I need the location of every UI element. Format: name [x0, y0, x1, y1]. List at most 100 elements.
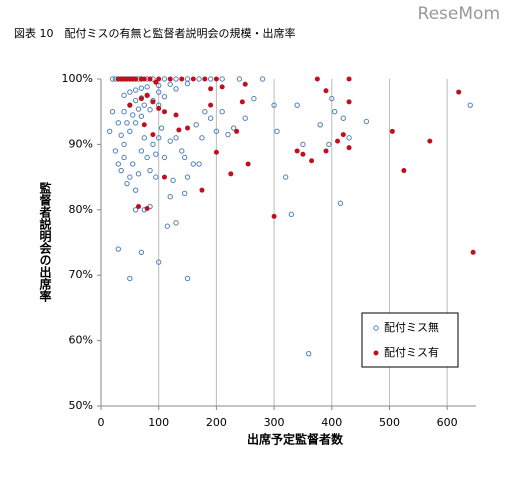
point — [173, 135, 179, 141]
y-axis-label: 監督者説明会の出席率 — [38, 181, 52, 303]
x-tick-label: 0 — [98, 416, 105, 429]
point — [176, 127, 182, 133]
point — [144, 205, 150, 211]
point — [127, 102, 133, 108]
point — [155, 82, 162, 89]
point — [112, 148, 119, 154]
point — [181, 190, 188, 197]
point — [207, 76, 214, 82]
point — [274, 128, 280, 135]
point — [132, 87, 139, 93]
legend-label: 配付ミス無 — [384, 320, 439, 334]
point — [456, 89, 462, 95]
point — [138, 148, 145, 154]
y-tick-label: 60% — [69, 334, 93, 347]
point — [132, 120, 139, 126]
point — [179, 76, 185, 82]
point — [133, 76, 139, 82]
point — [121, 92, 127, 99]
point — [213, 149, 219, 155]
point — [331, 109, 338, 115]
legend-box — [361, 312, 459, 368]
point — [219, 76, 225, 82]
point — [317, 122, 323, 128]
point — [144, 92, 150, 98]
point — [127, 275, 133, 282]
point — [150, 141, 156, 148]
chart-title: 図表 10 配付ミスの有無と監督者説明会の規模・出席率 — [14, 26, 296, 40]
point — [389, 128, 395, 134]
point — [323, 148, 329, 154]
point — [242, 115, 248, 121]
point — [346, 135, 352, 141]
point — [467, 102, 473, 108]
y-tick-label: 100% — [62, 72, 93, 85]
point — [164, 223, 171, 229]
point — [335, 138, 341, 144]
y-tick-label: 50% — [69, 399, 93, 412]
point — [245, 161, 251, 167]
point — [124, 120, 130, 126]
point — [184, 174, 191, 180]
point — [190, 76, 196, 82]
point — [326, 141, 332, 148]
point — [138, 96, 144, 102]
point — [225, 131, 231, 138]
point — [124, 180, 130, 187]
point — [153, 79, 159, 85]
point — [161, 154, 168, 161]
point — [153, 174, 159, 180]
point — [138, 249, 145, 256]
point — [470, 249, 476, 255]
legend-marker — [373, 325, 379, 331]
x-tick-label: 500 — [379, 416, 400, 429]
point — [181, 154, 188, 161]
point — [401, 168, 407, 174]
point — [156, 76, 162, 82]
point — [230, 125, 237, 131]
point — [132, 207, 139, 213]
point — [185, 125, 191, 131]
point — [288, 211, 295, 218]
point — [115, 120, 122, 126]
point — [161, 174, 167, 180]
point — [208, 102, 214, 108]
point — [184, 80, 191, 87]
point — [242, 81, 248, 87]
point — [121, 154, 127, 161]
point — [121, 141, 127, 148]
point — [329, 95, 335, 102]
point — [309, 158, 315, 164]
point — [208, 86, 214, 92]
point — [167, 194, 173, 200]
point — [234, 128, 240, 134]
point — [305, 350, 312, 357]
legend-label: 配付ミス有 — [384, 345, 439, 359]
point — [314, 76, 320, 82]
point — [251, 95, 257, 102]
point — [271, 213, 277, 219]
point — [138, 113, 145, 119]
watermark: ReseMom — [418, 4, 500, 24]
point — [196, 161, 202, 167]
y-tick-label: 80% — [69, 203, 93, 216]
point — [340, 132, 346, 138]
point — [167, 138, 173, 144]
point — [118, 167, 124, 174]
point — [161, 109, 167, 115]
point — [144, 84, 150, 90]
point — [199, 135, 205, 141]
point — [141, 76, 147, 82]
point — [337, 200, 344, 206]
point — [147, 167, 153, 174]
x-tick-label: 100 — [148, 416, 169, 429]
point — [213, 76, 219, 82]
point — [127, 128, 133, 135]
point — [115, 161, 122, 167]
point — [121, 109, 127, 115]
point — [202, 109, 208, 115]
point — [219, 109, 225, 115]
point — [130, 112, 136, 118]
point — [135, 106, 142, 112]
x-tick-label: 400 — [321, 416, 342, 429]
